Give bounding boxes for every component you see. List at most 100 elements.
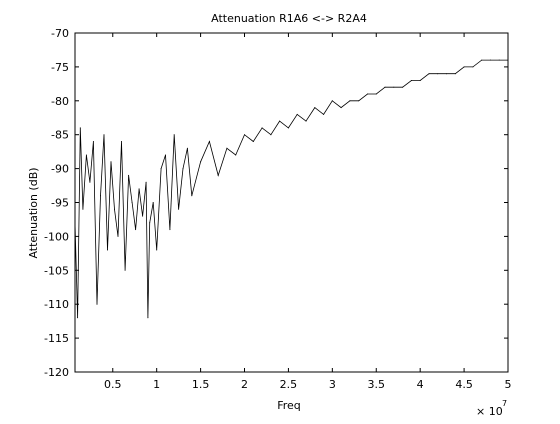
x-tick-label: 3 (329, 378, 336, 391)
axes (74, 32, 509, 373)
y-tick-label: -85 (51, 129, 69, 142)
data-point (393, 86, 395, 88)
data-point (142, 215, 144, 217)
data-point (446, 73, 447, 75)
data-point (208, 141, 210, 142)
y-axis-label: Attenuation (dB) (27, 167, 40, 258)
chart-title: Attenuation R1A6 <-> R2A4 (211, 12, 367, 25)
data-point (169, 229, 171, 231)
data-point (287, 127, 289, 129)
data-point (135, 229, 137, 231)
data-point (138, 188, 140, 190)
data-point (96, 303, 98, 305)
data-point (410, 80, 412, 81)
data-point (103, 134, 105, 136)
data-point (165, 154, 166, 156)
data-point (82, 208, 84, 210)
series-line (74, 59, 508, 318)
data-point (323, 113, 325, 115)
data-point (498, 59, 500, 61)
data-point (89, 181, 91, 183)
data-point (349, 100, 351, 102)
data-point (77, 317, 79, 319)
data-point (402, 86, 404, 88)
data-point (92, 141, 94, 142)
x-tick-label: 2.5 (280, 378, 298, 391)
x-axis-label: Freq (277, 399, 301, 412)
data-point (367, 93, 368, 95)
x-tick-label: 1.5 (192, 378, 210, 391)
data-point (296, 113, 298, 115)
axis-ticks: 0.5 1 1.5 2 2.5 3 3.5 4 4.5 5 -70 -75 -80 -85 -90 -95 -1… (44, 27, 511, 391)
data-point (270, 134, 272, 136)
data-point (375, 93, 377, 95)
x-axis-exponent-power: 7 (502, 399, 507, 408)
data-point (252, 141, 254, 142)
y-tick-label: -120 (44, 366, 69, 379)
data-point (85, 154, 87, 156)
y-tick-label: -105 (44, 264, 69, 277)
data-point (156, 249, 158, 251)
data-point (117, 235, 119, 237)
x-tick-label: 4.5 (455, 378, 473, 391)
x-tick-label: 4 (417, 378, 424, 391)
data-point (186, 147, 188, 149)
data-point (217, 174, 219, 176)
x-tick-label: 3.5 (368, 378, 386, 391)
data-point (226, 147, 228, 149)
y-tick-label: -110 (44, 298, 69, 311)
x-tick-label: 5 (505, 378, 512, 391)
data-point (100, 195, 101, 197)
data-point (279, 120, 281, 122)
data-point (261, 127, 263, 129)
data-point (191, 195, 193, 197)
data-point (340, 107, 342, 109)
data-point (331, 100, 333, 102)
data-point (160, 168, 162, 170)
data-point (173, 134, 175, 136)
data-point (314, 107, 316, 109)
data-point (454, 73, 456, 75)
data-point (481, 59, 483, 61)
x-tick-label: 2 (241, 378, 248, 391)
data-point (244, 134, 245, 136)
data-point (114, 208, 115, 210)
plot-frame (74, 32, 509, 373)
data-point (79, 127, 81, 129)
y-tick-label: -100 (44, 230, 69, 243)
data-point (235, 154, 237, 156)
y-tick-label: -90 (51, 163, 69, 176)
data-point (200, 161, 202, 163)
data-point (121, 141, 122, 142)
data-point (384, 86, 386, 88)
y-tick-label: -80 (51, 95, 69, 108)
data-point (131, 202, 133, 203)
data-point (182, 168, 184, 170)
data-point (107, 249, 108, 251)
data-point (152, 202, 154, 203)
y-tick-label: -75 (51, 61, 69, 74)
data-point (437, 73, 439, 75)
data-point (178, 208, 180, 210)
data-point (74, 222, 76, 224)
data-point (149, 222, 151, 224)
data-point (463, 66, 465, 68)
data-point (124, 269, 126, 271)
y-tick-label: -115 (44, 332, 69, 345)
x-axis-exponent-label: × 10 (476, 405, 503, 418)
data-point (419, 80, 421, 81)
data-point (489, 59, 491, 61)
data-point (147, 317, 149, 319)
y-tick-label: -95 (51, 197, 69, 210)
data-point (507, 59, 509, 61)
data-point (428, 73, 430, 75)
data-point (358, 100, 360, 102)
data-point (145, 181, 147, 183)
y-tick-label: -70 (51, 27, 69, 40)
data-point (128, 174, 130, 176)
x-tick-label: 1 (153, 378, 160, 391)
series-layer (74, 59, 509, 319)
data-point (472, 66, 474, 68)
